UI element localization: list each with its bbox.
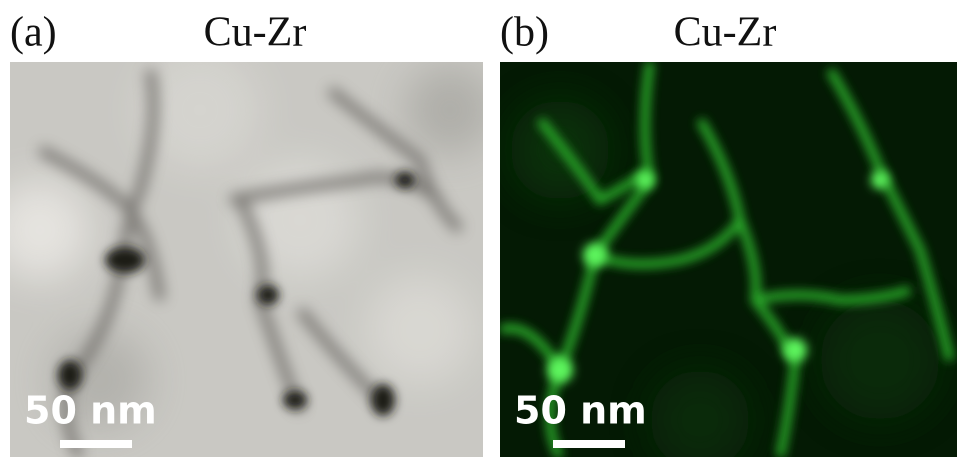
scale-bar-label: 50 nm xyxy=(514,389,647,433)
panel-b-label: (b) xyxy=(500,10,549,56)
panel-b-title: Cu-Zr xyxy=(674,10,777,56)
scale-bar xyxy=(60,440,132,448)
figure: (a) Cu-Zr (b) Cu-Zr 50 nm 50 nm xyxy=(0,0,957,457)
panel-a-title: Cu-Zr xyxy=(204,10,307,56)
panel-a-label: (a) xyxy=(10,10,57,56)
scale-bar xyxy=(553,440,625,448)
scale-bar-label: 50 nm xyxy=(24,389,157,433)
